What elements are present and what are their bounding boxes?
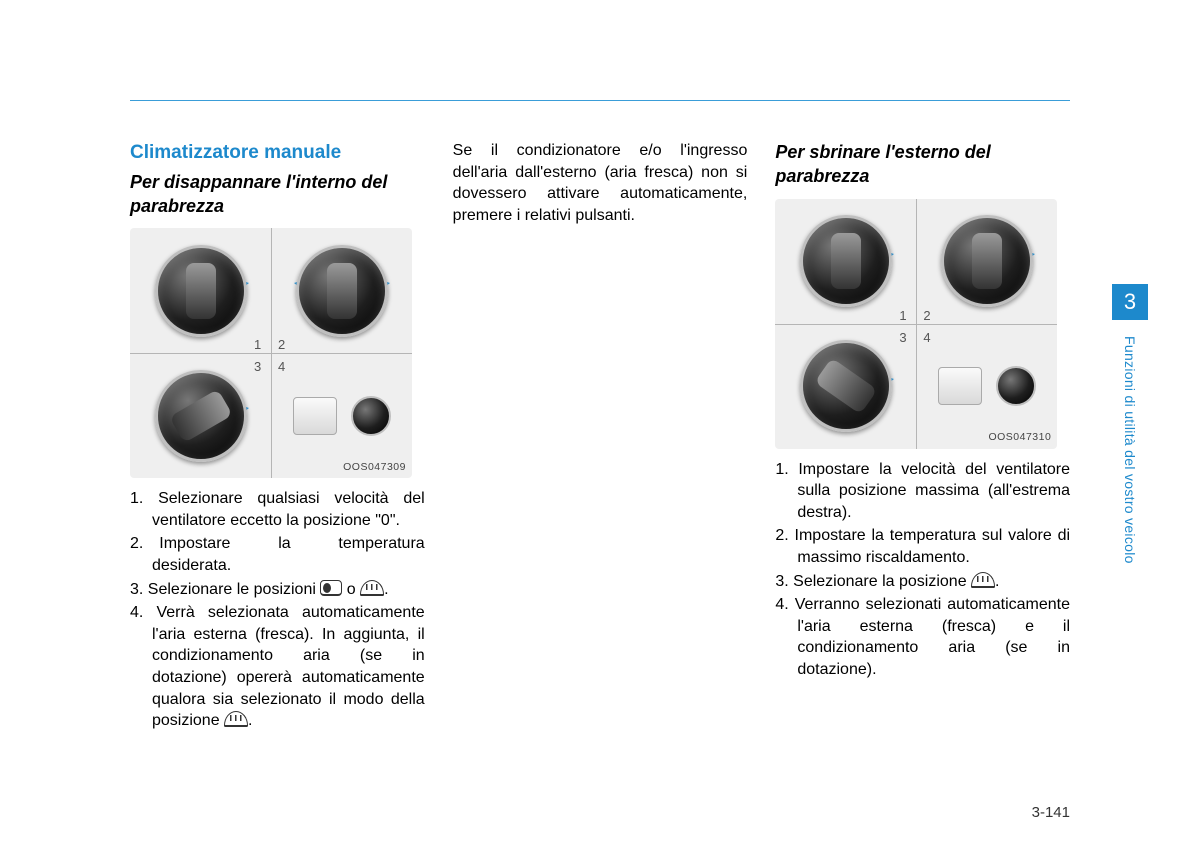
figure-code: OOS047310 — [988, 430, 1051, 444]
left-steps-list: Selezionare qualsiasi velocità del venti… — [130, 488, 425, 732]
column-middle: Se il condizionatore e/o l'ingresso dell… — [453, 140, 748, 734]
chapter-number: 3 — [1124, 289, 1136, 315]
step-text: Impostare la velocità del ventilatore su… — [797, 461, 1070, 521]
step-text: Impostare la temperatura sul valore di m… — [795, 527, 1070, 566]
quad-label: 4 — [278, 358, 285, 376]
list-item: Verrà selezionata automaticamente l'aria… — [130, 602, 425, 732]
step-text: Selezionare la posizione . — [793, 573, 999, 590]
list-item: Impostare la temperatura desiderata. — [130, 533, 425, 576]
figure-cell-3 — [775, 324, 916, 449]
column-left: Climatizzatore manuale Per disappannare … — [130, 140, 425, 734]
list-item: Selezionare qualsiasi velocità del venti… — [130, 488, 425, 531]
page-number: 3-141 — [1032, 804, 1070, 821]
figure-cell-1 — [130, 228, 271, 353]
quad-label: 3 — [254, 358, 261, 376]
column-right: Per sbrinare l'esterno del parabrezza — [775, 140, 1070, 734]
recirculation-button-icon — [293, 397, 337, 435]
figure-defog-interior: 1 2 3 4 OOS047309 — [130, 228, 412, 478]
fan-speed-dial — [800, 215, 892, 307]
fan-speed-dial — [155, 245, 247, 337]
temperature-dial — [296, 245, 388, 337]
mode-dial — [155, 370, 247, 462]
section-title: Climatizzatore manuale — [130, 140, 425, 166]
defrost-icon — [360, 580, 384, 596]
figure-defrost-exterior: 1 2 3 4 OOS047310 — [775, 199, 1057, 449]
recirculation-button-icon — [938, 367, 982, 405]
right-subheading: Per sbrinare l'esterno del parabrezza — [775, 140, 1070, 189]
list-item: Verranno selezionati automatica­mente l'… — [775, 594, 1070, 680]
list-item: Impostare la velocità del ventilatore su… — [775, 459, 1070, 524]
figure-cell-2 — [271, 228, 412, 353]
quad-label: 2 — [923, 307, 930, 325]
defrost-icon — [224, 711, 248, 727]
figure-cell-1 — [775, 199, 916, 324]
feet-defrost-icon — [320, 580, 342, 596]
top-rule — [130, 100, 1070, 101]
figure-code: OOS047309 — [343, 460, 406, 474]
list-item: Impostare la temperatura sul valore di m… — [775, 525, 1070, 568]
step-text: Selezionare qualsiasi velocità del venti… — [152, 490, 425, 529]
list-item: Selezionare le posizioni o . — [130, 579, 425, 601]
chapter-tab: 3 — [1112, 284, 1148, 320]
step-text: Selezionare le posizioni o . — [148, 581, 389, 598]
step-text: Verrà selezionata automaticamente l'aria… — [152, 604, 425, 729]
chapter-title-vertical: Funzioni di utilità del vostro veicolo — [1122, 336, 1138, 564]
ac-dial-icon — [996, 366, 1036, 406]
step-text: Verranno selezionati automatica­mente l'… — [795, 596, 1070, 678]
middle-paragraph: Se il condizionatore e/o l'ingresso dell… — [453, 140, 748, 226]
ac-dial-icon — [351, 396, 391, 436]
quad-label: 1 — [254, 336, 261, 354]
list-item: Selezionare la posizione . — [775, 571, 1070, 593]
step-text: Impostare la temperatura desiderata. — [152, 535, 425, 574]
quad-label: 2 — [278, 336, 285, 354]
right-steps-list: Impostare la velocità del ventilatore su… — [775, 459, 1070, 681]
quad-label: 3 — [899, 329, 906, 347]
temperature-dial — [941, 215, 1033, 307]
mode-dial — [800, 340, 892, 432]
content-columns: Climatizzatore manuale Per disappannare … — [130, 140, 1070, 734]
defrost-icon — [971, 572, 995, 588]
quad-label: 1 — [899, 307, 906, 325]
left-subheading: Per disappannare l'interno del parabrezz… — [130, 170, 425, 219]
quad-label: 4 — [923, 329, 930, 347]
figure-cell-2 — [916, 199, 1057, 324]
manual-page: Climatizzatore manuale Per disappannare … — [0, 0, 1200, 861]
figure-cell-3 — [130, 353, 271, 478]
